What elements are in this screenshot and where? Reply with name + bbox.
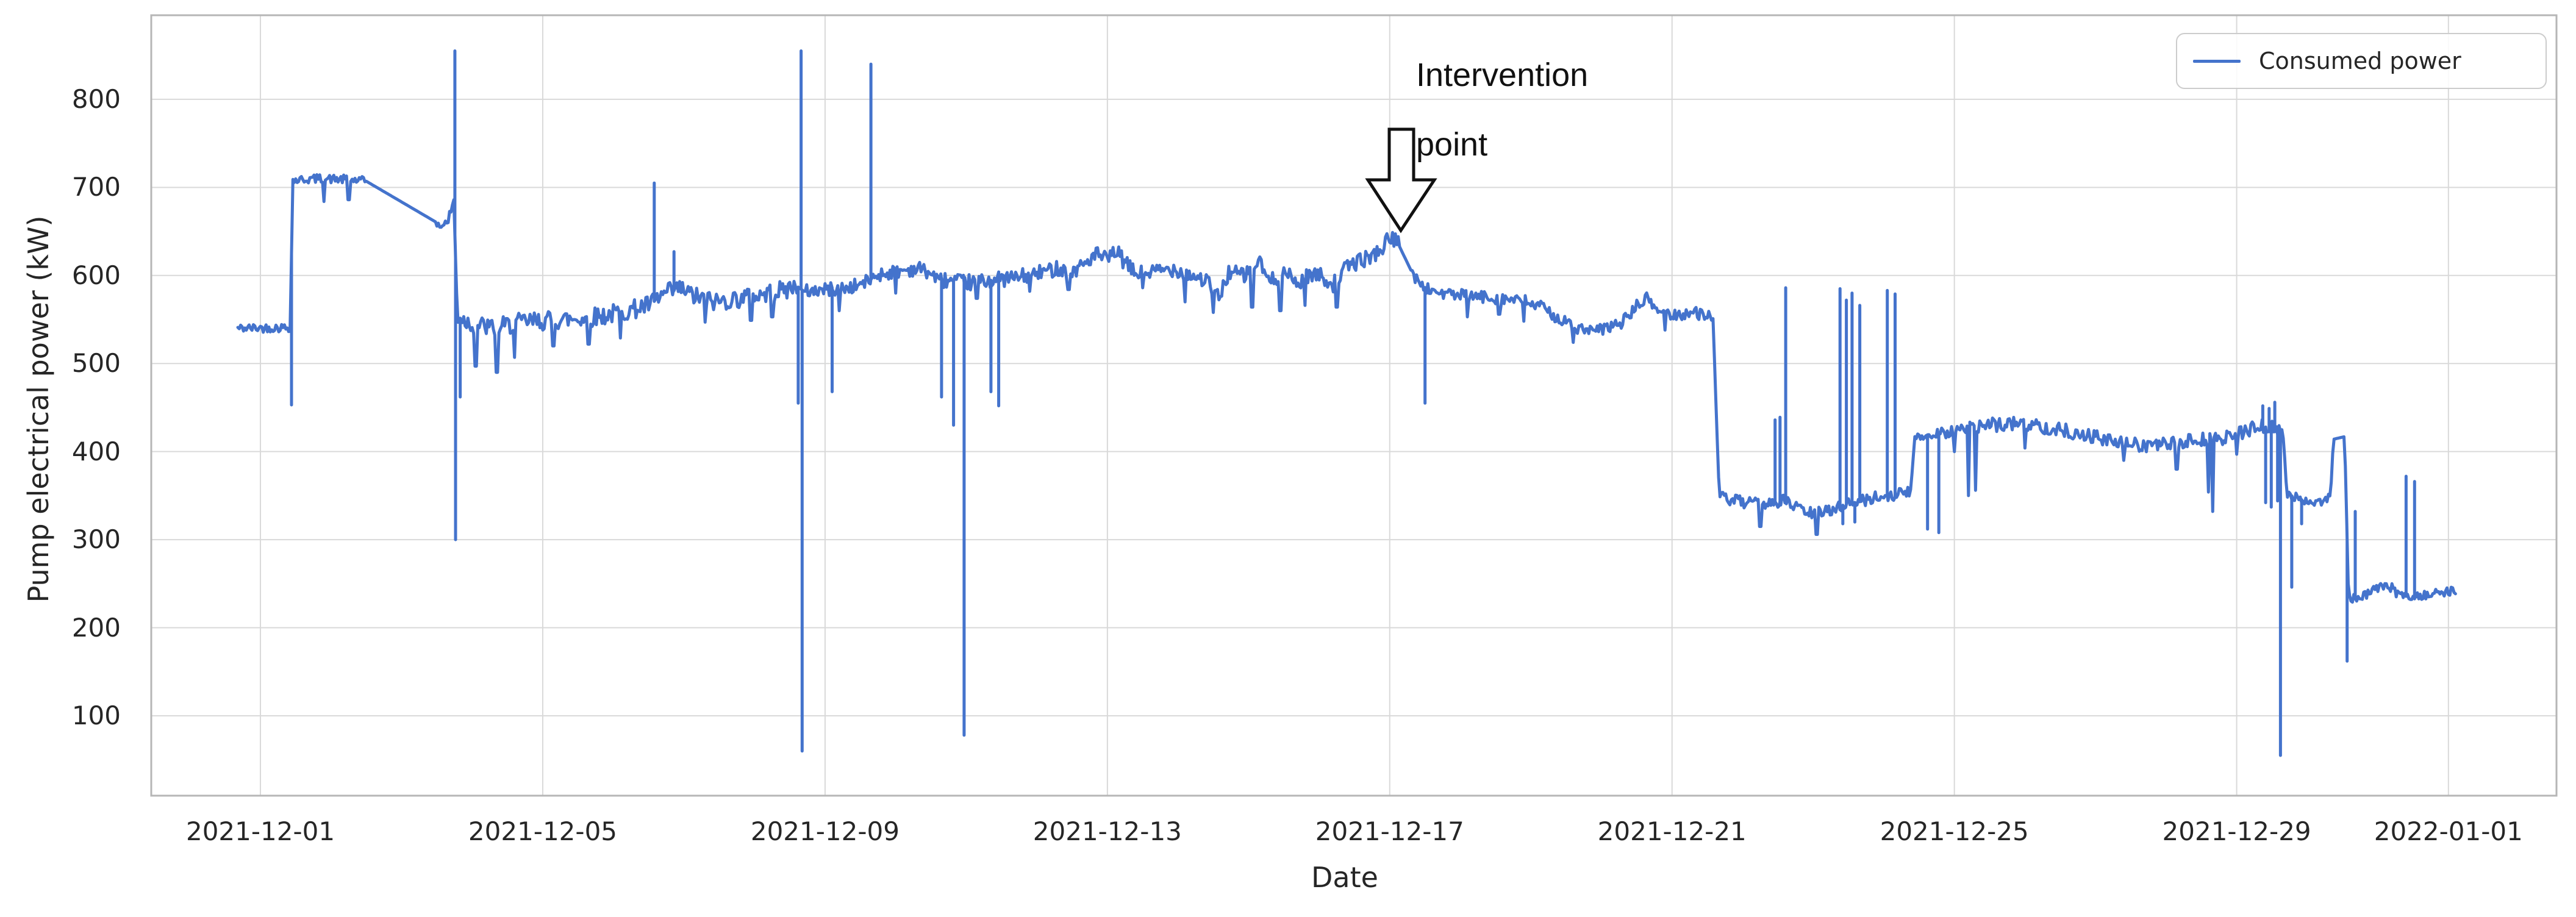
x-tick-label: 2021-12-21 — [1597, 816, 1747, 846]
x-tick-label: 2021-12-09 — [750, 816, 900, 846]
y-tick-label: 800 — [71, 84, 121, 114]
consumed-power-line — [236, 49, 2457, 757]
legend: Consumed power — [2176, 33, 2547, 89]
x-tick-label: 2021-12-29 — [2162, 816, 2311, 846]
y-tick-label: 400 — [71, 436, 121, 466]
legend-line-swatch — [2193, 59, 2241, 63]
x-tick-label: 2021-12-01 — [185, 816, 335, 846]
plot-frame — [150, 14, 2558, 797]
y-tick-label: 300 — [71, 524, 121, 555]
y-tick-label: 200 — [71, 612, 121, 643]
annotation-line-1: Intervention — [1416, 57, 1589, 93]
intervention-annotation: Intervention point — [1416, 40, 1588, 179]
y-tick-label: 700 — [71, 172, 121, 202]
legend-label: Consumed power — [2259, 48, 2461, 74]
x-axis-title: Date — [1311, 861, 1378, 894]
x-tick-label: 2022-01-01 — [2374, 816, 2523, 846]
x-tick-label: 2021-12-05 — [468, 816, 618, 846]
x-tick-label: 2021-12-13 — [1032, 816, 1182, 846]
x-tick-label: 2021-12-17 — [1315, 816, 1464, 846]
y-tick-label: 500 — [71, 348, 121, 379]
annotation-line-2: point — [1416, 126, 1488, 163]
x-tick-label: 2021-12-25 — [1880, 816, 2029, 846]
y-tick-label: 100 — [71, 700, 121, 730]
y-tick-label: 600 — [71, 260, 121, 290]
